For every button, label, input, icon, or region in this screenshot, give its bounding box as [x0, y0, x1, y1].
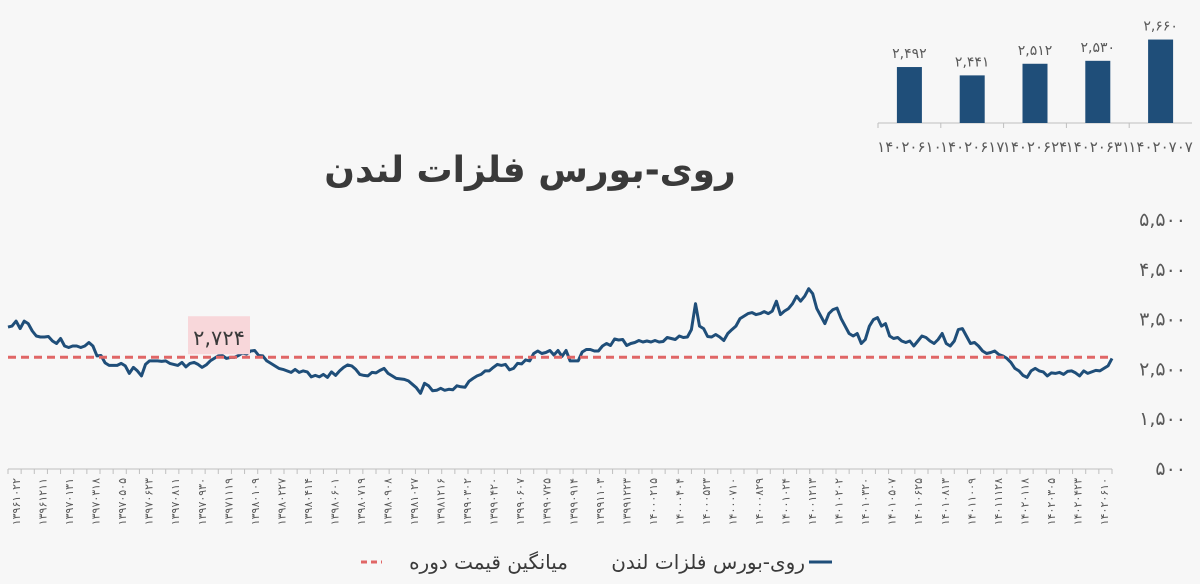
x-tick-label: ۱۳۹۸۰۹۰۸	[382, 478, 395, 525]
x-tick-label: ۱۳۹۷۰۱۳۱	[63, 478, 76, 525]
x-tick-label: ۱۳۹۷۰۹۳۰	[196, 478, 209, 525]
x-tick-label: ۱۳۹۹۱۲۲۳	[620, 478, 633, 525]
x-tick-label: ۱۳۹۷۰۵۰۵	[116, 478, 129, 525]
bar	[1148, 39, 1174, 123]
recent-prices-bar-chart: ۲,۶۶۰ ۱۴۰۲۰۷۰۷ ۲,۵۳۰ ۱۴۰۲۰۶۳۱ ۲,۵۱۲ ۱۴۰۲۰۶۲۴ ۲…	[877, 19, 1193, 156]
bar-category-label: ۱۴۰۲۰۶۲۴	[1003, 138, 1067, 156]
legend: روی-بورس فلزات لندن میانگین قیمت دوره	[361, 550, 832, 574]
x-tick-label: ۱۳۹۶۱۲۱۱	[37, 478, 50, 525]
x-tick-label: ۱۳۹۹۱۱۰۳	[594, 478, 607, 525]
x-tick-label: ۱۳۹۸۱۰۲۷	[408, 478, 421, 525]
x-tick-label: ۱۳۹۷۱۱۱۹	[222, 478, 235, 525]
x-tick-label: ۱۴۰۱۱۰۰۹	[965, 478, 978, 525]
y-tick-label: ۲,۵۰۰	[1139, 358, 1186, 380]
x-tick-label: ۱۴۰۱۰۳۲۰	[859, 478, 872, 525]
bar-value-label: ۲,۵۱۲	[1018, 43, 1053, 59]
bar-category-label: ۱۴۰۲۰۷۰۷	[1128, 138, 1192, 156]
x-tick-label: ۱۳۹۹۰۷۲۵	[541, 478, 554, 525]
x-tick-label: ۱۳۹۸۰۱۰۹	[249, 478, 262, 525]
x-tick-label: ۱۴۰۱۰۶۲۵	[912, 478, 925, 525]
x-tick-label: ۱۴۰۰۱۰۲۴	[780, 478, 793, 525]
x-tick-label: ۱۴۰۱۰۲۰۲	[833, 478, 846, 525]
bar-value-label: ۲,۴۴۱	[955, 54, 990, 70]
bar-category-label: ۱۴۰۲۰۶۱۷	[940, 138, 1004, 156]
x-tick-label: ۱۳۹۹۰۹۱۴	[567, 478, 580, 525]
x-tick-label: ۱۳۹۷۰۳۱۸	[90, 478, 103, 525]
x-tick-label: ۱۴۰۱۰۵۰۷	[886, 478, 899, 525]
x-tick-label: ۱۳۹۸۰۲۲۷	[275, 478, 288, 525]
legend-line-label: روی-بورس فلزات لندن	[611, 550, 805, 574]
x-tick-label: ۱۳۹۹۰۴۲۰	[488, 478, 501, 525]
x-tick-label: ۱۳۹۹۰۳۰۲	[461, 478, 474, 525]
x-tick-label: ۱۳۹۸۰۶۰۱	[328, 478, 341, 525]
x-tick-label: ۱۴۰۲۰۳۰۵	[1045, 478, 1058, 525]
x-tick-label: ۱۴۰۰۰۲۱۵	[647, 478, 660, 525]
x-tick-label: ۱۳۹۶۱۰۲۲	[10, 478, 23, 525]
x-tick-label: ۱۴۰۰۰۴۰۴	[673, 478, 686, 525]
x-tick-label: ۱۴۰۲۰۴۲۳	[1071, 478, 1084, 525]
x-tick-label: ۱۳۹۸۱۲۱۶	[435, 478, 448, 525]
y-tick-label: ۱,۵۰۰	[1139, 408, 1186, 430]
bar-value-label: ۲,۵۳۰	[1081, 40, 1116, 56]
series-line-zinc	[7, 287, 1114, 395]
bar-category-label: ۱۴۰۲۰۶۳۱	[1066, 138, 1130, 156]
x-tick-label: ۱۴۰۰۰۵۲۳	[700, 478, 713, 525]
y-tick-label: ۴,۵۰۰	[1139, 259, 1186, 281]
bar-value-label: ۲,۶۶۰	[1143, 19, 1178, 35]
bar	[1085, 60, 1111, 123]
x-tick-label: ۱۴۰۲۰۱۱۸	[1018, 478, 1031, 525]
x-tick-label: ۱۴۰۰۱۲۱۳	[806, 478, 819, 525]
bar-category-label: ۱۴۰۲۰۶۱۰	[877, 138, 941, 156]
x-tick-label: ۱۳۹۷۰۶۲۳	[143, 478, 156, 525]
x-tick-label: ۱۳۹۸۰۷۱۹	[355, 478, 368, 525]
chart-title: روی-بورس فلزات لندن	[324, 150, 736, 191]
bar	[896, 67, 922, 123]
average-label-box	[188, 316, 250, 355]
zinc-price-line-chart: ۵,۵۰۰ ۴,۵۰۰ ۳,۵۰۰ ۲,۵۰۰ ۱,۵۰۰ ۵۰۰ ۱۳۹۶۱۰۲۲ ۱۳۹۶…	[7, 209, 1186, 525]
x-tick-label: ۱۴۰۲۰۶۱۰	[1098, 478, 1111, 525]
bar	[959, 75, 985, 123]
y-tick-label: ۳,۵۰۰	[1139, 309, 1186, 331]
x-tick-label: ۱۴۰۰۰۷۱۰	[726, 478, 739, 525]
average-data-label: ۲,۷۲۴	[193, 326, 245, 350]
y-tick-label: ۵,۵۰۰	[1139, 209, 1186, 231]
x-tick-label: ۱۳۹۹۰۶۰۷	[514, 478, 527, 525]
x-tick-label: ۱۴۰۱۰۸۱۳	[939, 478, 952, 525]
y-tick-label: ۵۰۰	[1155, 458, 1186, 480]
bar-value-label: ۲,۴۹۲	[892, 46, 927, 62]
bar	[1022, 63, 1048, 123]
x-tick-label: ۱۳۹۷۰۸۱۱	[169, 478, 182, 525]
x-tick-label: ۱۳۹۸۰۴۱۴	[302, 478, 315, 525]
x-tick-label: ۱۴۰۰۰۸۲۹	[753, 478, 766, 525]
legend-average-label: میانگین قیمت دوره	[409, 550, 568, 574]
x-tick-label: ۱۴۰۱۱۱۲۸	[992, 478, 1005, 525]
